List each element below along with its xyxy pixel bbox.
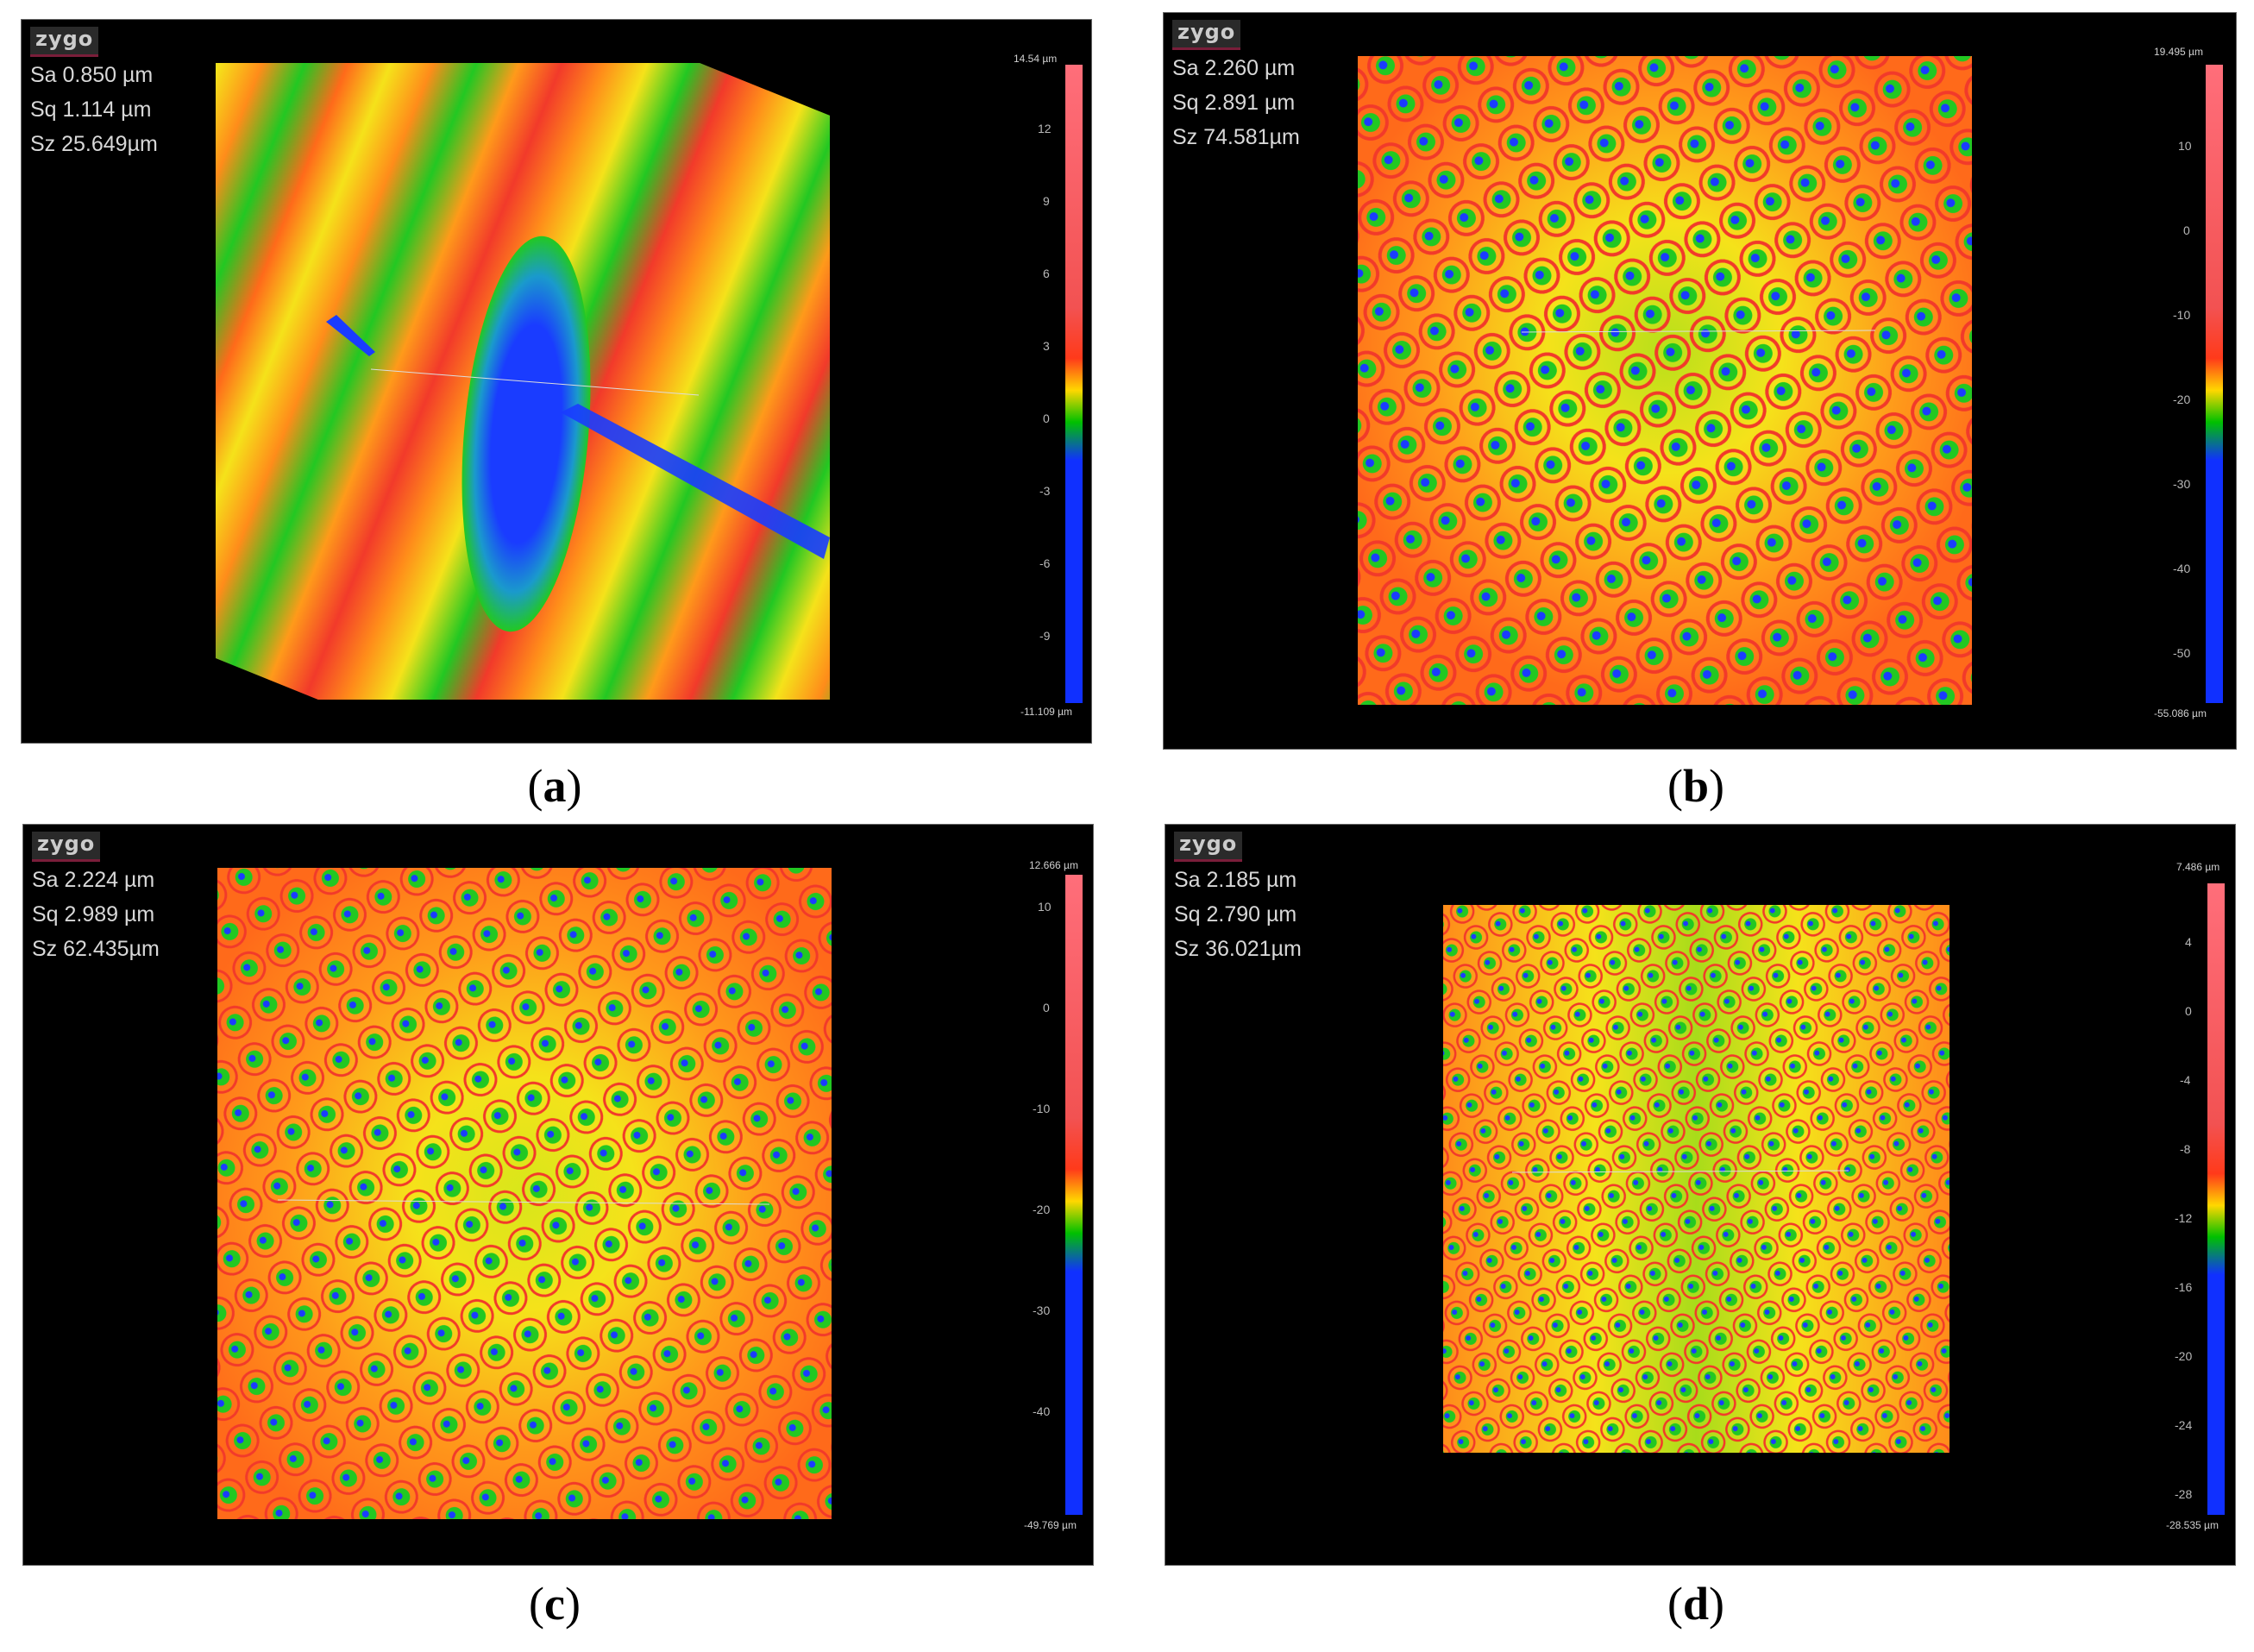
scale-min: -11.109 µm: [1020, 706, 1073, 718]
scale-tick: -28: [2175, 1487, 2193, 1501]
stat-sz: Sz 25.649µm: [30, 132, 158, 156]
scale-tick: -40: [2173, 562, 2191, 575]
roughness-stats: Sa 2.185 µm Sq 2.790 µm Sz 36.021µm: [1174, 863, 1302, 966]
scale-min: -28.535 µm: [2166, 1519, 2219, 1531]
stat-sa: Sa 2.224 µm: [32, 868, 155, 892]
scale-tick: -10: [2173, 308, 2191, 322]
surface-map: [217, 868, 832, 1519]
stat-sq: Sq 2.790 µm: [1174, 902, 1297, 927]
scale-tick: -30: [2173, 477, 2191, 491]
zygo-logo: zygo: [30, 27, 99, 57]
scale-max: 14.54 µm: [1014, 53, 1058, 65]
zygo-logo: zygo: [32, 832, 101, 862]
roughness-stats: Sa 0.850 µm Sq 1.114 µm Sz 25.649µm: [30, 58, 158, 161]
color-scale-bar: [2207, 883, 2225, 1515]
roughness-stats: Sa 2.260 µm Sq 2.891 µm Sz 74.581µm: [1172, 51, 1300, 154]
scale-tick: -20: [2175, 1349, 2193, 1363]
scale-max: 12.666 µm: [1029, 859, 1078, 871]
panel-a: zygo Sa 0.850 µm Sq 1.114 µm Sz 25.649µm: [21, 19, 1092, 744]
stat-sa: Sa 0.850 µm: [30, 63, 154, 87]
stat-sa: Sa 2.260 µm: [1172, 56, 1296, 80]
panel-d: zygo Sa 2.185 µm Sq 2.790 µm Sz 36.021µm: [1165, 824, 2236, 1566]
surface-map: [1443, 905, 1949, 1453]
scale-tick: -20: [2173, 393, 2191, 406]
stat-sz: Sz 62.435µm: [32, 937, 160, 961]
scale-min: -49.769 µm: [1024, 1519, 1077, 1531]
roughness-stats: Sa 2.224 µm Sq 2.989 µm Sz 62.435µm: [32, 863, 160, 966]
scale-tick: 10: [2178, 139, 2192, 153]
caption-b: (b): [1667, 760, 1724, 812]
scale-tick: 0: [2183, 223, 2190, 237]
panel-b: zygo Sa 2.260 µm Sq 2.891 µm Sz 74.581µm: [1163, 12, 2237, 750]
caption-a: (a): [527, 760, 582, 812]
scale-max: 7.486 µm: [2176, 861, 2220, 873]
caption-d: (d): [1667, 1578, 1724, 1630]
caption-c: (c): [529, 1578, 581, 1630]
surface-map: [216, 63, 830, 700]
scale-tick: -9: [1039, 629, 1051, 643]
scale-tick: -8: [2180, 1142, 2191, 1156]
stat-sa: Sa 2.185 µm: [1174, 868, 1297, 892]
scale-tick: -16: [2175, 1280, 2193, 1294]
scale-tick: -3: [1039, 484, 1051, 498]
scale-tick: 12: [1038, 122, 1052, 135]
stat-sz: Sz 36.021µm: [1174, 937, 1302, 961]
scale-tick: -40: [1033, 1404, 1051, 1418]
scale-tick: 10: [1038, 900, 1052, 914]
scale-min: -55.086 µm: [2154, 707, 2207, 719]
scale-tick: -24: [2175, 1418, 2193, 1432]
surface-map: [1358, 56, 1972, 705]
scale-tick: -12: [2175, 1211, 2193, 1225]
zygo-logo: zygo: [1172, 20, 1241, 50]
scale-tick: -4: [2180, 1073, 2191, 1087]
stat-sz: Sz 74.581µm: [1172, 125, 1300, 149]
scale-tick: 6: [1043, 267, 1050, 280]
stat-sq: Sq 2.891 µm: [1172, 91, 1296, 115]
scale-tick: 0: [1043, 411, 1050, 425]
scale-tick: -20: [1033, 1203, 1051, 1216]
scale-tick: -10: [1033, 1102, 1051, 1115]
color-scale-bar: [1065, 65, 1083, 703]
scale-tick: 0: [1043, 1001, 1050, 1014]
color-scale-bar: [1065, 875, 1083, 1515]
panel-c: zygo Sa 2.224 µm Sq 2.989 µm Sz 62.435µm: [22, 824, 1094, 1566]
scale-max: 19.495 µm: [2154, 46, 2203, 58]
color-scale-bar: [2206, 65, 2223, 703]
scale-tick: 3: [1043, 339, 1050, 353]
scale-tick: 0: [2185, 1004, 2192, 1018]
zygo-logo: zygo: [1174, 832, 1243, 862]
scale-tick: -6: [1039, 556, 1051, 570]
stat-sq: Sq 1.114 µm: [30, 97, 152, 122]
scale-tick: 4: [2185, 935, 2192, 949]
scale-tick: -30: [1033, 1303, 1051, 1317]
scale-tick: -50: [2173, 646, 2191, 660]
scale-tick: 9: [1043, 194, 1050, 208]
stat-sq: Sq 2.989 µm: [32, 902, 155, 927]
